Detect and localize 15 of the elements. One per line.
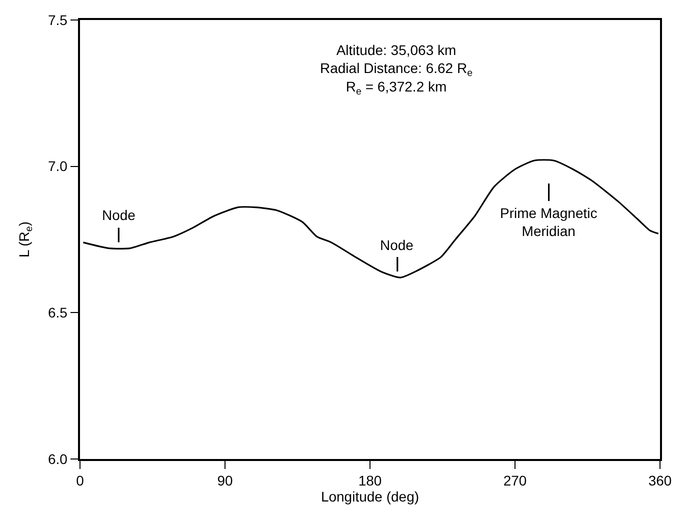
x-tick-label: 360 [648, 472, 672, 489]
y-tick-label: 6.0 [48, 450, 68, 467]
y-tick-label: 7.5 [48, 12, 68, 28]
annotation: Prime Magnetic Meridian [500, 205, 598, 240]
x-axis-title: Longitude (deg) [320, 488, 420, 505]
annotation: Node [380, 237, 414, 253]
line-series [82, 159, 660, 278]
text: Altitude: 35,063 km Radial Distance: 6.62 R$_{e}$ R$_{e}$ = 6,372.2 km [320, 42, 473, 98]
y-tick-label: 6.5 [48, 304, 68, 321]
y-tick-label: 7.0 [48, 158, 68, 174]
x-tick-label: 180 [358, 472, 382, 489]
annotation: Node [102, 207, 136, 223]
x-tick-label: 90 [217, 472, 233, 489]
x-tick-label: 270 [503, 472, 527, 489]
x-tick-label: 0 [76, 472, 84, 489]
